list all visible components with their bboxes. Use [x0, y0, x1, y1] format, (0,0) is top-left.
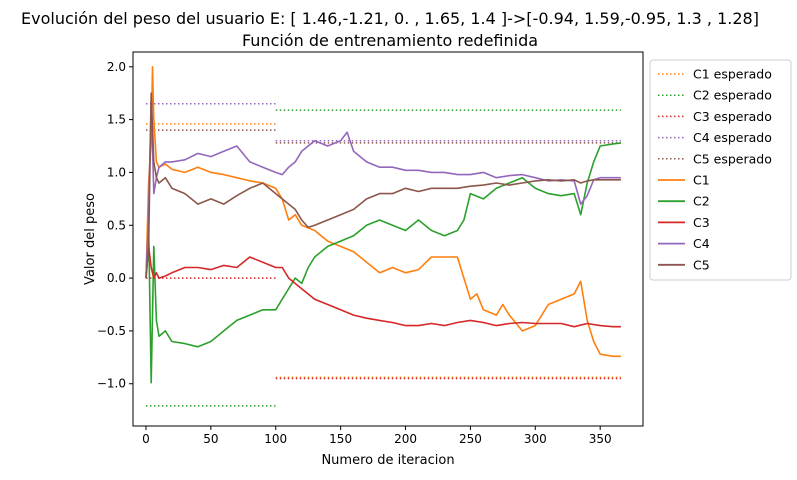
y-axis-label: Valor del peso — [83, 193, 98, 285]
axes-frame — [132, 51, 644, 427]
series-line-c1 — [145, 66, 621, 358]
legend-box — [649, 59, 792, 281]
legend-label-c5: C5 — [693, 257, 710, 272]
legend-label-c2-esperado: C2 esperado — [693, 88, 772, 103]
chart-title: Evolución del peso del usuario E: [ 1.46… — [21, 9, 759, 28]
chart-subtitle: Función de entrenamiento redefinida — [242, 31, 538, 50]
y-tick-label: 2.0 — [107, 60, 126, 74]
x-tick-label: 200 — [394, 432, 417, 446]
series-line-c3 — [145, 245, 621, 328]
x-axis-label: Numero de iteracion — [321, 453, 454, 468]
y-tick-label: 1.5 — [107, 113, 126, 127]
x-tick-label: 150 — [329, 432, 352, 446]
legend-label-c3-esperado: C3 esperado — [693, 109, 772, 124]
series-line-c4 — [145, 97, 621, 279]
x-tick-label: 350 — [589, 432, 612, 446]
legend-label-c2: C2 — [693, 194, 710, 209]
y-tick-label: −0.5 — [97, 324, 126, 338]
y-tick-label: −1.0 — [97, 377, 126, 391]
x-tick-label: 300 — [524, 432, 547, 446]
x-tick-label: 250 — [459, 432, 482, 446]
legend-label-c1: C1 — [693, 173, 710, 188]
legend-label-c3: C3 — [693, 215, 710, 230]
y-tick-label: 0.0 — [107, 271, 126, 285]
plot-area — [145, 66, 622, 407]
x-tick-label: 50 — [203, 432, 218, 446]
y-tick-label: 0.5 — [107, 218, 126, 232]
axis-ticks: 0 50 100 150 200 250 300 350 −1.0 −0.5 0.0 0.5 1.0 1.… — [97, 60, 612, 446]
x-tick-label: 0 — [142, 432, 150, 446]
x-tick-label: 100 — [264, 432, 287, 446]
series-line-c2 — [145, 142, 622, 384]
legend-label-c1-esperado: C1 esperado — [693, 67, 772, 82]
legend-label-c4: C4 — [693, 236, 710, 251]
series-line-c5 — [145, 92, 621, 279]
legend: C1 esperado C2 esperado C3 esperado C4 espe… — [649, 59, 792, 281]
y-tick-label: 1.0 — [107, 165, 126, 179]
legend-label-c4-esperado: C4 esperado — [693, 130, 772, 145]
legend-label-c5-esperado: C5 esperado — [693, 151, 772, 166]
